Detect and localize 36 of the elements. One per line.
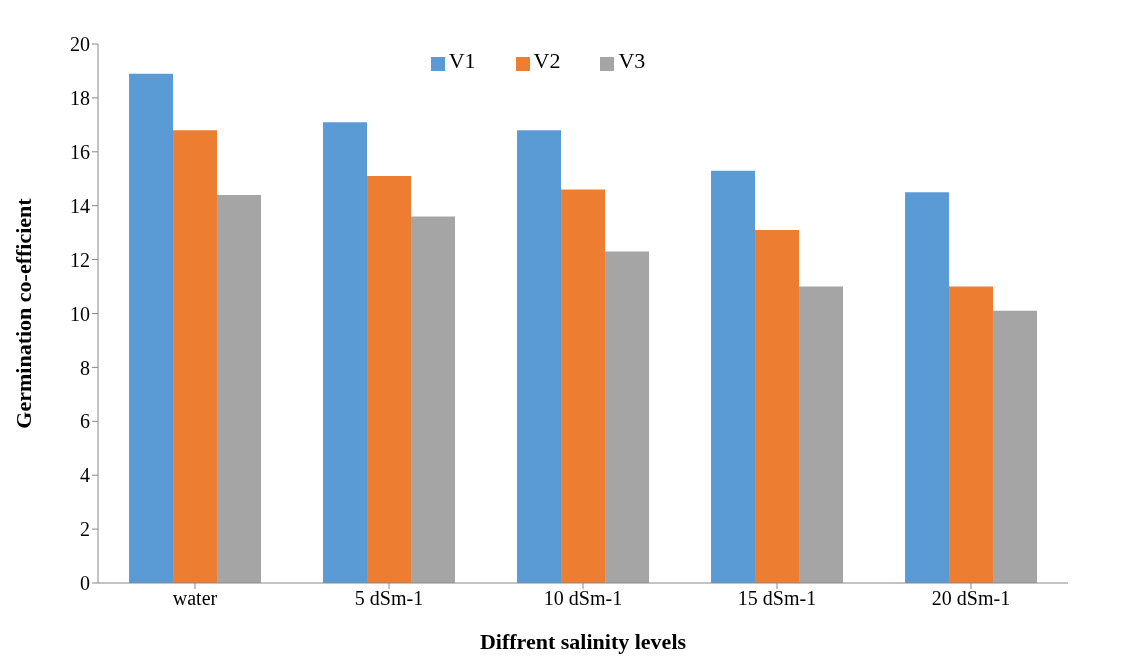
bar (605, 251, 650, 583)
bar (217, 194, 262, 583)
y-axis-title: Germination co-efficient (10, 197, 36, 429)
x-tick-label: 10 dSm-1 (543, 587, 623, 610)
legend-label: V2 (533, 48, 561, 73)
bar (411, 216, 456, 583)
y-tick-label: 20 (70, 33, 90, 56)
legend-label: V1 (448, 48, 476, 73)
y-tick-label: 16 (70, 140, 90, 163)
x-axis-title: Diffrent salinity levels (479, 628, 687, 654)
x-tick-label: water (172, 587, 218, 610)
bar (711, 170, 756, 583)
y-tick-label: 6 (80, 410, 90, 433)
bar (561, 189, 606, 583)
y-tick-label: 10 (70, 302, 90, 325)
bar (367, 176, 412, 583)
bar (517, 130, 562, 583)
y-tick-label: 18 (70, 87, 90, 109)
bar (129, 73, 174, 583)
y-tick-label: 0 (80, 572, 90, 595)
y-tick-label: 4 (80, 464, 90, 487)
y-tick-label: 2 (80, 518, 90, 541)
y-tick-label: 14 (70, 194, 90, 217)
y-tick-label: 12 (70, 248, 90, 271)
y-tick-label: 8 (80, 356, 90, 379)
bar (173, 130, 218, 583)
x-tick-label: 20 dSm-1 (931, 587, 1011, 610)
bar (993, 310, 1038, 583)
bar (799, 286, 844, 583)
bar (905, 192, 950, 583)
bar (755, 229, 800, 583)
x-tick-label: 5 dSm-1 (354, 587, 424, 610)
bar (949, 286, 994, 583)
legend-label: V3 (618, 48, 646, 73)
bar (323, 122, 368, 583)
x-tick-label: 15 dSm-1 (737, 587, 817, 610)
